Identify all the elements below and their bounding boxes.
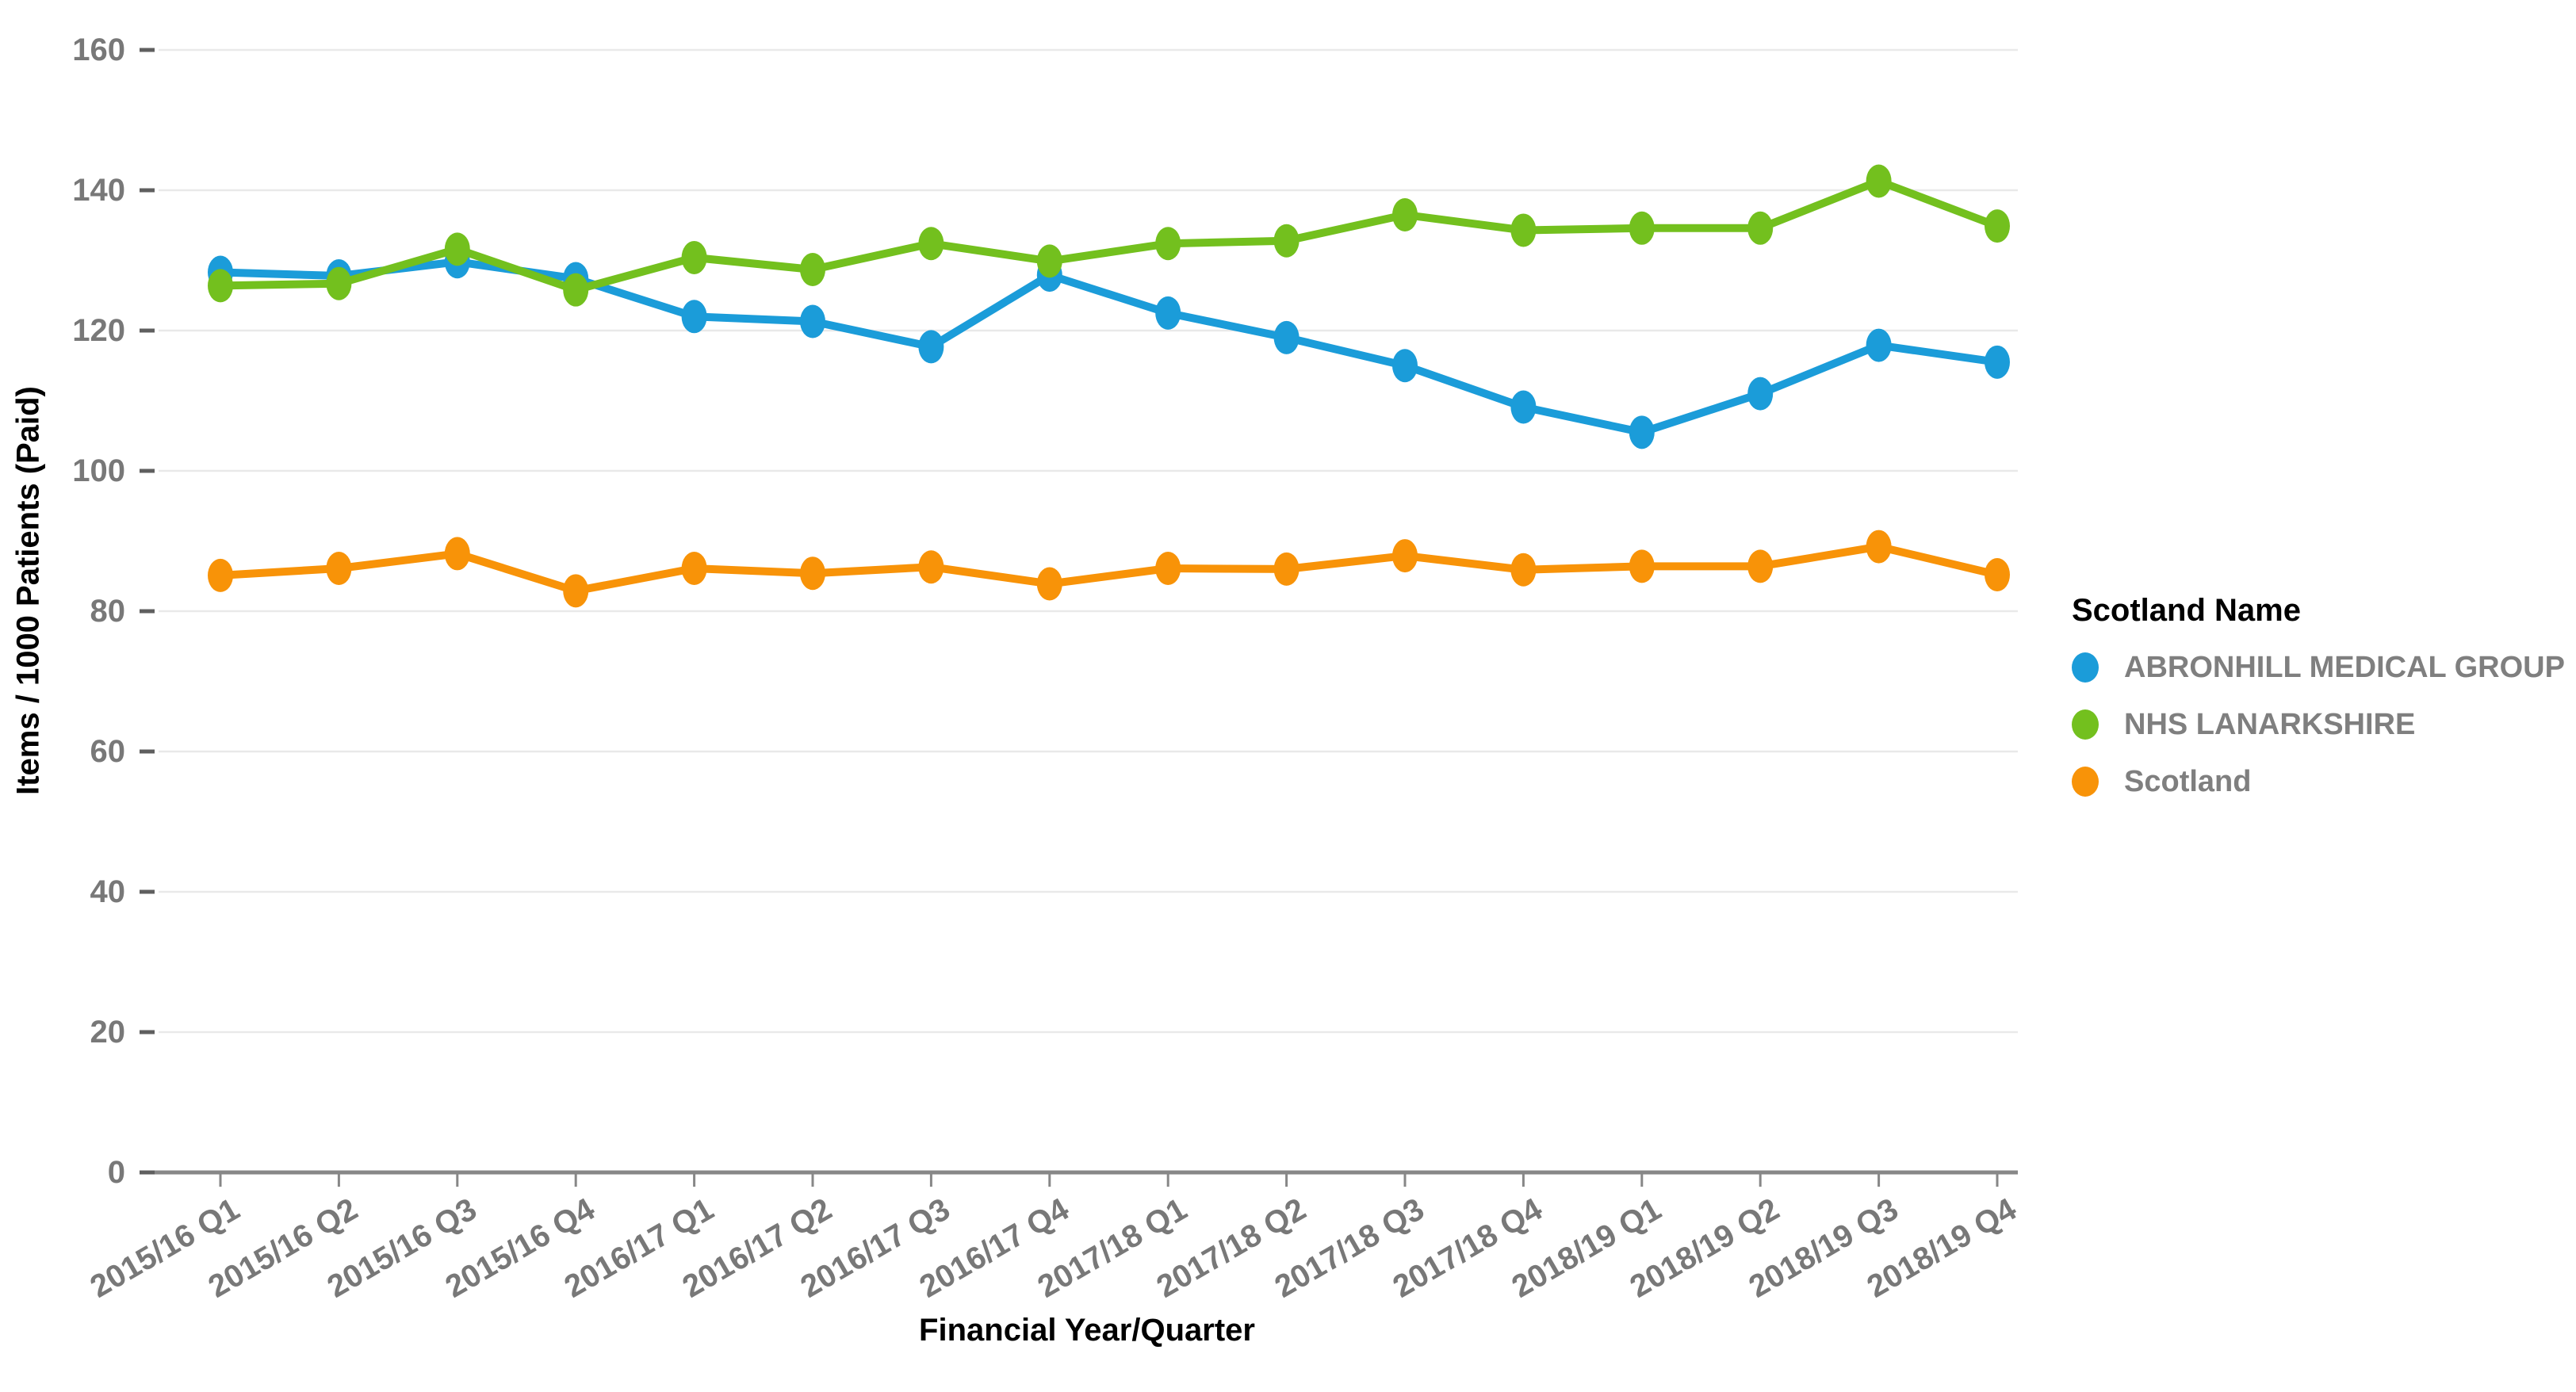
legend-item-label: Scotland [2124, 764, 2252, 798]
data-point[interactable] [1155, 552, 1181, 586]
data-point[interactable] [800, 304, 825, 338]
legend-swatch-icon [2072, 652, 2099, 683]
x-axis-title: Financial Year/Quarter [919, 1313, 1255, 1348]
data-point[interactable] [1510, 553, 1537, 587]
data-point[interactable] [563, 273, 589, 307]
legend-item-label: NHS LANARKSHIRE [2124, 707, 2416, 741]
data-point[interactable] [1866, 530, 1892, 564]
y-tick-label: 100 [72, 453, 125, 488]
data-point[interactable] [444, 232, 470, 266]
legend-items: ABRONHILL MEDICAL GROUP NHS LANARKSHIRE Sc… [2072, 650, 2565, 799]
data-point[interactable] [918, 227, 944, 261]
data-point[interactable] [800, 556, 825, 591]
data-point[interactable] [681, 552, 707, 586]
y-tick-label: 20 [90, 1015, 126, 1050]
data-point[interactable] [1155, 296, 1181, 330]
series-line [216, 258, 2001, 437]
y-axis-title: Items / 1000 Patients (Paid) [10, 386, 46, 795]
data-point[interactable] [1629, 549, 1655, 583]
legend-item[interactable]: Scotland [2072, 764, 2565, 799]
data-point[interactable] [918, 330, 944, 364]
data-point[interactable] [1392, 349, 1418, 383]
data-point[interactable] [1155, 227, 1181, 261]
data-point[interactable] [1036, 567, 1062, 601]
data-point[interactable] [1629, 211, 1655, 245]
legend-swatch-icon [2072, 767, 2099, 797]
data-point[interactable] [1985, 209, 2010, 243]
data-point[interactable] [1866, 164, 1892, 198]
data-point[interactable] [1747, 377, 1774, 411]
data-point[interactable] [681, 240, 707, 274]
data-point[interactable] [1273, 552, 1299, 586]
y-tick-label: 40 [90, 874, 126, 909]
legend-item-label: ABRONHILL MEDICAL GROUP [2124, 650, 2565, 684]
data-point[interactable] [1392, 539, 1418, 573]
y-tick-label: 140 [72, 173, 125, 208]
legend-item[interactable]: NHS LANARKSHIRE [2072, 707, 2565, 742]
data-point[interactable] [208, 558, 233, 592]
series-line [216, 542, 2001, 595]
data-point[interactable] [1985, 345, 2010, 379]
data-point[interactable] [1510, 213, 1537, 247]
data-point[interactable] [1273, 224, 1299, 258]
data-point[interactable] [1273, 320, 1299, 354]
series-line [216, 177, 2001, 294]
data-point[interactable] [563, 574, 589, 608]
data-point[interactable] [1510, 390, 1537, 424]
data-point[interactable] [444, 537, 470, 571]
data-point[interactable] [326, 552, 352, 586]
legend: Scotland Name ABRONHILL MEDICAL GROUP NHS… [2072, 593, 2565, 799]
data-point[interactable] [1629, 415, 1655, 449]
y-tick-label: 80 [90, 594, 126, 629]
legend-item[interactable]: ABRONHILL MEDICAL GROUP [2072, 650, 2565, 685]
data-point[interactable] [1036, 244, 1062, 278]
data-point[interactable] [1392, 197, 1418, 231]
y-tick-label: 60 [90, 734, 126, 769]
data-point[interactable] [681, 300, 707, 334]
data-point[interactable] [326, 266, 352, 300]
legend-swatch-icon [2072, 709, 2099, 740]
y-tick-label: 120 [72, 313, 125, 348]
data-point[interactable] [918, 550, 944, 584]
data-point[interactable] [1747, 211, 1774, 245]
data-point[interactable] [1866, 328, 1892, 362]
data-point[interactable] [800, 253, 825, 287]
y-tick-label: 160 [72, 33, 125, 67]
y-tick-label: 0 [107, 1155, 125, 1190]
data-point[interactable] [1985, 557, 2010, 591]
data-point[interactable] [1747, 549, 1774, 583]
data-point[interactable] [208, 269, 233, 303]
legend-title: Scotland Name [2072, 593, 2301, 628]
